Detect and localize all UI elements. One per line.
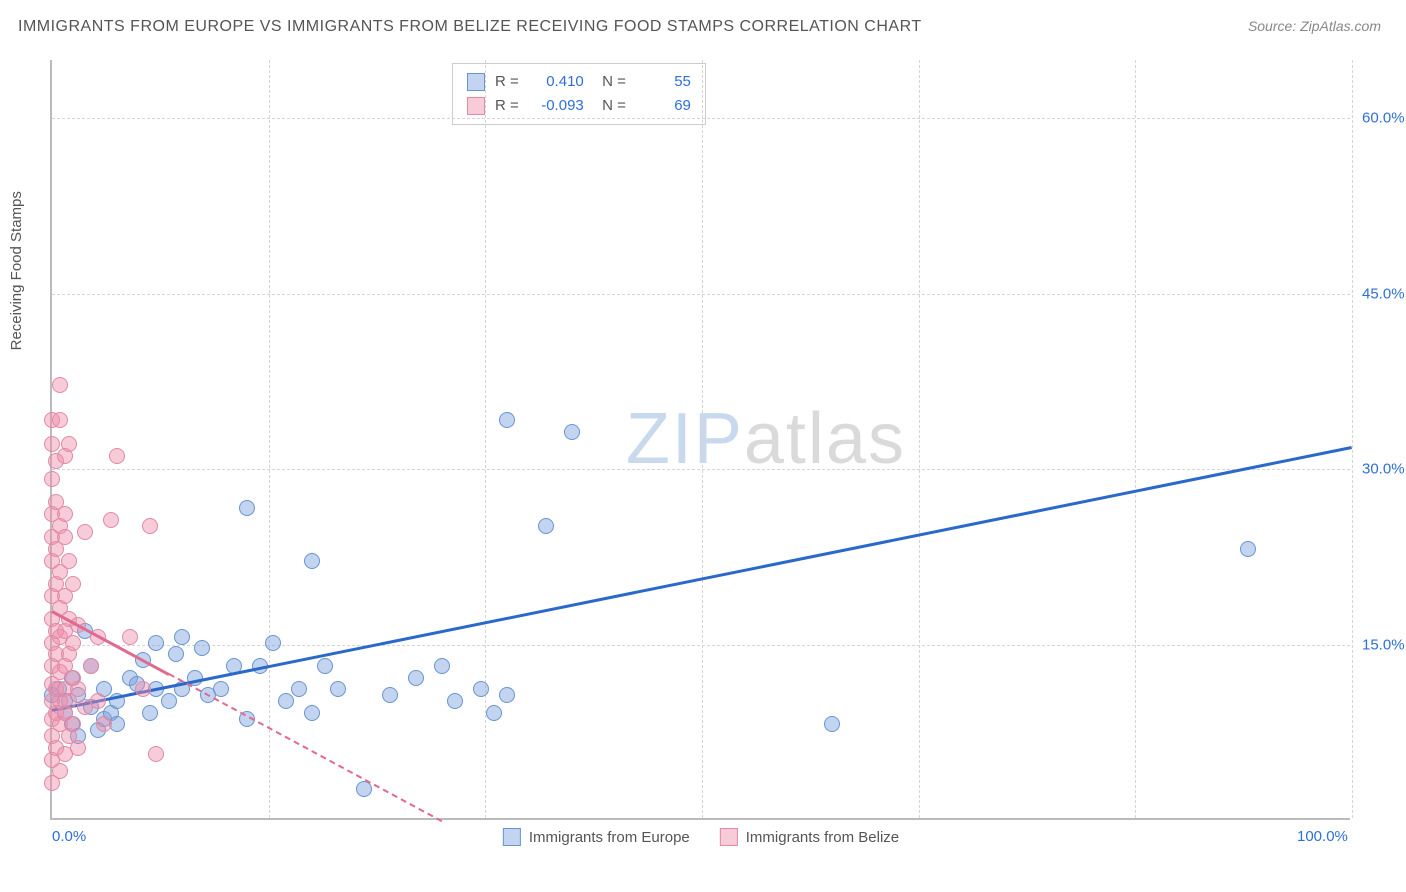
data-point (447, 693, 463, 709)
data-point (317, 658, 333, 674)
legend-swatch (467, 73, 485, 91)
legend-item: Immigrants from Europe (503, 828, 690, 846)
legend-label: Immigrants from Belize (746, 829, 899, 846)
data-point (265, 635, 281, 651)
legend-label: Immigrants from Europe (529, 829, 690, 846)
gridline-vertical (1135, 60, 1136, 818)
y-tick-label: 15.0% (1362, 636, 1405, 653)
legend-swatch (467, 97, 485, 115)
data-point (161, 693, 177, 709)
data-point (70, 740, 86, 756)
correlation-legend: R = 0.410 N = 55 R = -0.093 N = 69 (452, 63, 706, 125)
data-point (291, 681, 307, 697)
data-point (278, 693, 294, 709)
data-point (103, 512, 119, 528)
data-point (499, 687, 515, 703)
data-point (61, 553, 77, 569)
r-value: -0.093 (529, 94, 584, 118)
data-point (824, 716, 840, 732)
y-tick-label: 30.0% (1362, 461, 1405, 478)
y-axis-label: Receiving Food Stamps (8, 191, 25, 350)
data-point (382, 687, 398, 703)
y-tick-label: 60.0% (1362, 110, 1405, 127)
x-tick-label: 0.0% (52, 828, 86, 845)
correlation-row: R = 0.410 N = 55 (467, 70, 691, 94)
y-tick-label: 45.0% (1362, 285, 1405, 302)
data-point (142, 518, 158, 534)
data-point (148, 746, 164, 762)
chart-title: IMMIGRANTS FROM EUROPE VS IMMIGRANTS FRO… (18, 18, 922, 36)
r-label: R = (495, 70, 519, 94)
data-point (52, 377, 68, 393)
n-label: N = (594, 70, 626, 94)
data-point (486, 705, 502, 721)
data-point (61, 436, 77, 452)
data-point (499, 412, 515, 428)
correlation-row: R = -0.093 N = 69 (467, 94, 691, 118)
scatter-chart: ZIPatlas R =0.410 N =55R =-0.093 N =69 I… (50, 60, 1350, 820)
data-point (44, 471, 60, 487)
legend-swatch (720, 828, 738, 846)
data-point (194, 640, 210, 656)
data-point (109, 448, 125, 464)
watermark: ZIPatlas (626, 398, 906, 480)
data-point (83, 658, 99, 674)
n-label: N = (594, 94, 626, 118)
data-point (408, 670, 424, 686)
data-point (57, 529, 73, 545)
data-point (96, 716, 112, 732)
n-value: 55 (636, 70, 691, 94)
data-point (434, 658, 450, 674)
data-point (122, 629, 138, 645)
data-point (65, 635, 81, 651)
gridline-vertical (485, 60, 486, 818)
r-label: R = (495, 94, 519, 118)
data-point (239, 500, 255, 516)
data-point (90, 693, 106, 709)
series-legend: Immigrants from Europe Immigrants from Be… (503, 828, 899, 846)
source-attribution: Source: ZipAtlas.com (1248, 18, 1381, 34)
regression-line (169, 673, 443, 822)
data-point (77, 524, 93, 540)
watermark-zip: ZIP (626, 399, 744, 479)
data-point (52, 763, 68, 779)
gridline-horizontal (52, 645, 1350, 646)
data-point (538, 518, 554, 534)
data-point (65, 576, 81, 592)
data-point (330, 681, 346, 697)
data-point (1240, 541, 1256, 557)
gridline-horizontal (52, 118, 1350, 119)
gridline-vertical (1352, 60, 1353, 818)
data-point (65, 716, 81, 732)
gridline-horizontal (52, 469, 1350, 470)
n-value: 69 (636, 94, 691, 118)
data-point (473, 681, 489, 697)
data-point (135, 681, 151, 697)
data-point (304, 705, 320, 721)
data-point (57, 506, 73, 522)
data-point (564, 424, 580, 440)
legend-item: Immigrants from Belize (720, 828, 899, 846)
gridline-vertical (919, 60, 920, 818)
data-point (168, 646, 184, 662)
data-point (174, 629, 190, 645)
data-point (142, 705, 158, 721)
x-tick-label: 100.0% (1297, 828, 1348, 845)
data-point (304, 553, 320, 569)
data-point (52, 412, 68, 428)
data-point (213, 681, 229, 697)
data-point (70, 681, 86, 697)
r-value: 0.410 (529, 70, 584, 94)
gridline-horizontal (52, 294, 1350, 295)
gridline-vertical (702, 60, 703, 818)
data-point (44, 436, 60, 452)
data-point (148, 635, 164, 651)
watermark-atlas: atlas (744, 399, 906, 479)
legend-swatch (503, 828, 521, 846)
gridline-vertical (269, 60, 270, 818)
